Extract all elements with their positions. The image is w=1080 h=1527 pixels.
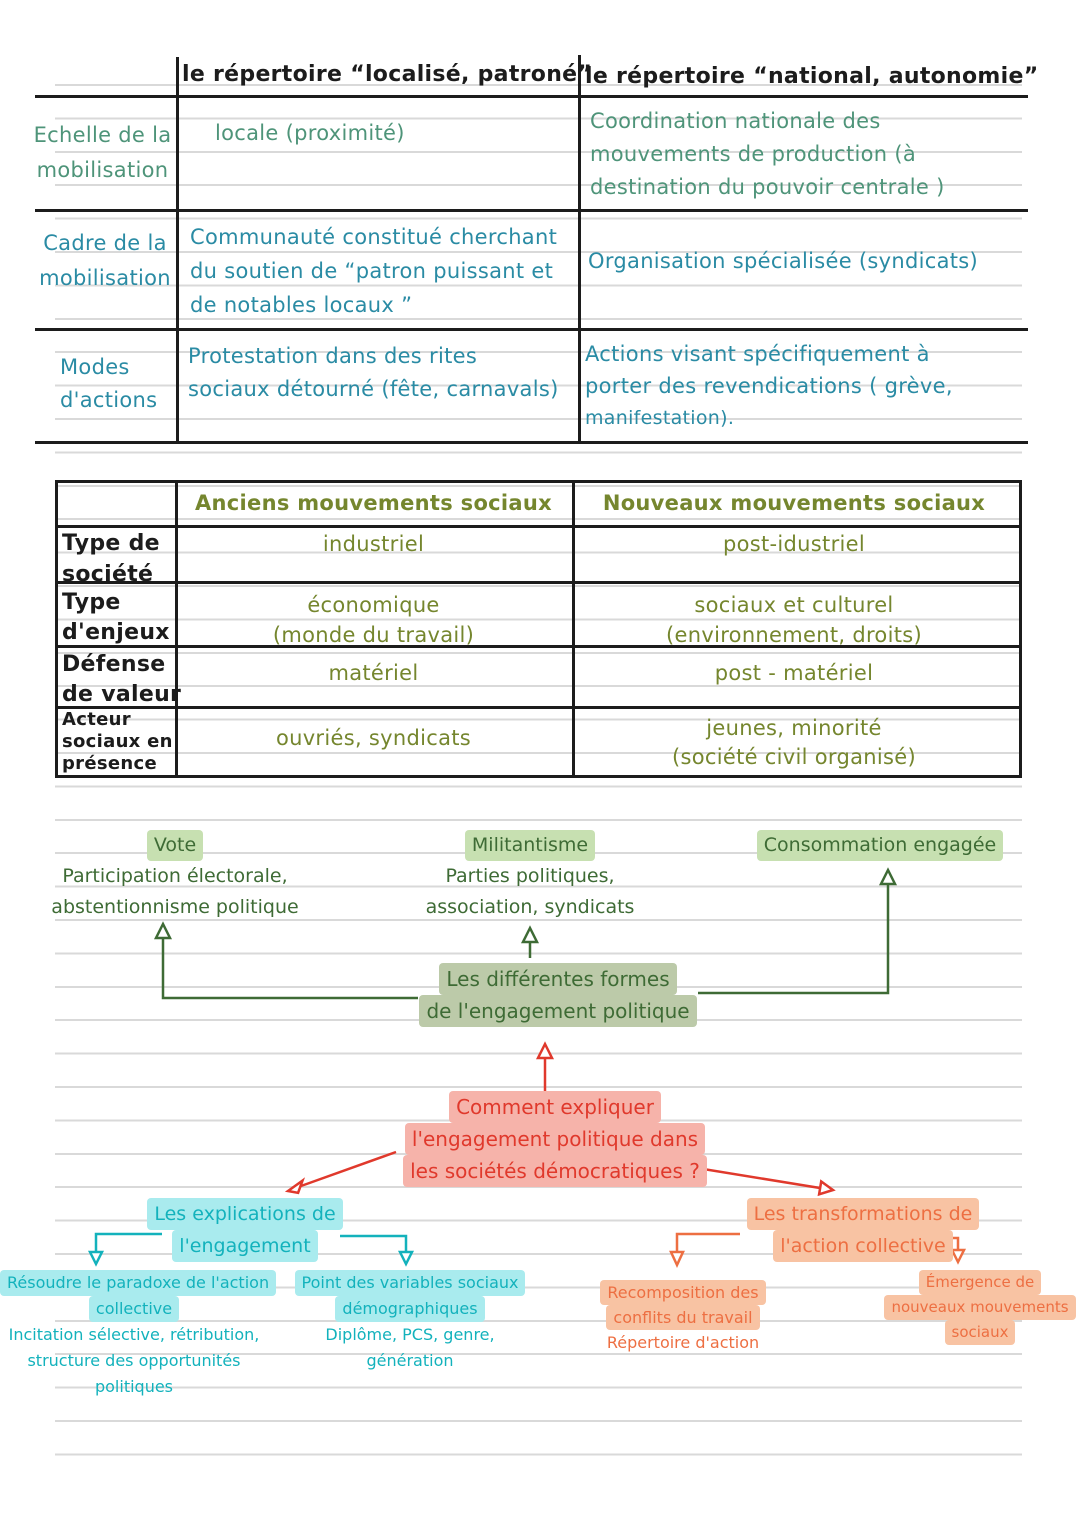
cell-enjeux-anciens: économique (monde du travail) [272,593,475,647]
consommation-highlight: Consommation engagée [756,830,1004,861]
table-border [55,525,1022,528]
row-label-defense-valeur: Défense de valeur [62,652,182,707]
cell-modes-national: Actions visant spécifiquement à porter d… [585,342,953,429]
table-border [35,95,1028,98]
cell-valeur-nouveaux: post - matériel [714,661,874,685]
repertoire-col2-header: le répertoire “national, autonomie” [585,64,1039,89]
node-paradoxe-action-collective: Résoudre le paradoxe de l'action collect… [0,1270,277,1400]
row-label-type-societe: Type de société [62,531,160,587]
cell-valeur-anciens: matériel [328,661,419,685]
cell-enjeux-nouveaux: sociaux et culturel (environnement, droi… [666,593,922,647]
row-label-modes: Modes d'actions [60,355,158,412]
cell-cadre-localise: Communauté constitué cherchant du soutie… [190,225,558,317]
table-border [578,55,581,441]
mouvements-col2-header: Nouveaux mouvements sociaux [602,491,986,515]
node-emergence-nouveaux-mouvements: Émergence de nouveaux mouvements sociaux [878,1270,1080,1345]
node-transformations: Les transformations de l'action collecti… [710,1198,1016,1262]
node-vote: Vote Participation électorale, abstentio… [30,830,320,923]
table-border [55,581,1022,584]
cell-cadre-national: Organisation spécialisée (syndicats) [588,249,979,273]
mouvements-col1-header: Anciens mouvements sociaux [194,491,552,515]
row-label-acteurs: Acteur sociaux en présence [62,709,173,774]
table-border [35,209,1028,212]
vote-highlight: Vote [146,830,204,861]
table-border [175,480,178,778]
cell-acteurs-anciens: ouvriés, syndicats [275,726,472,750]
repertoire-col1-header: le répertoire “localisé, patroné” [182,62,593,87]
table-border [572,480,575,778]
cell-societe-anciens: industriel [322,532,425,556]
node-militantisme: Militantisme Parties politiques, associa… [395,830,665,923]
cell-modes-localise: Protestation dans des rites sociaux déto… [188,344,559,401]
table-border [35,328,1028,331]
cell-societe-nouveaux: post-idustriel [722,532,865,556]
table-border [55,706,1022,709]
cell-echelle-localise: locale (proximité) [215,121,405,145]
node-formes-engagement: Les différentes formes de l'engagement p… [400,963,716,1027]
node-question-centrale: Comment expliquer l'engagement politique… [370,1091,740,1187]
node-consommation: Consommation engagée [750,830,1010,861]
row-label-cadre: Cadre de la mobilisation [39,231,171,290]
cell-echelle-national: Coordination nationale des mouvements de… [590,109,945,199]
cell-acteurs-nouveaux: jeunes, minorité (société civil organisé… [672,716,916,769]
node-explications: Les explications de l'engagement [90,1198,400,1262]
table-border [176,57,179,441]
militantisme-highlight: Militantisme [464,830,596,861]
table-border [35,441,1028,444]
node-recomposition-conflits: Recomposition des conflits du travail Ré… [593,1280,773,1355]
table-border [55,645,1022,648]
table-box-border [55,480,1022,778]
row-label-echelle: Echelle de la mobilisation [33,123,172,182]
row-label-type-enjeux: Type d'enjeux [62,590,170,645]
node-variables-sociodemographiques: Point des variables sociaux démographiqu… [292,1270,528,1374]
